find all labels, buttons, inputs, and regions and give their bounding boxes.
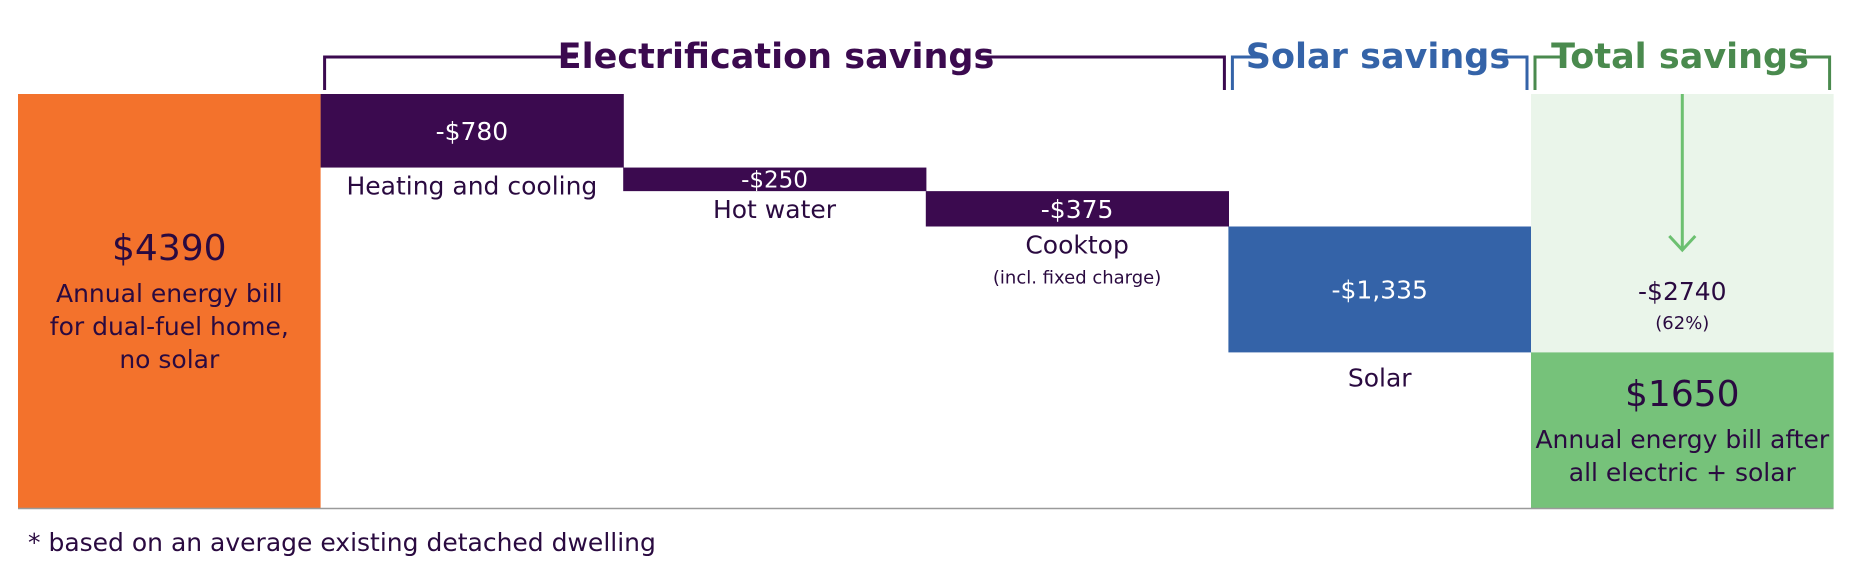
group-bracket <box>323 55 1226 90</box>
end-category-label: all electric + solar <box>1569 458 1797 487</box>
group-bracket <box>1230 55 1529 90</box>
bar-heating-and-cooling <box>320 94 624 168</box>
start-category-label: no solar <box>119 345 220 374</box>
group-title: Solar savings <box>1246 37 1510 77</box>
bar-value-label: -$250 <box>741 168 808 194</box>
total-savings-percent-label: (62%) <box>1655 313 1709 334</box>
bar-category-label: Solar <box>1348 363 1412 392</box>
bar-hot-water <box>623 167 927 192</box>
bar-end <box>1531 352 1834 508</box>
bar-category-label: Cooktop <box>1025 230 1129 259</box>
footnote: * based on an average existing detached … <box>28 528 656 557</box>
end-value-label: $1650 <box>1625 374 1740 415</box>
labels-layer: $4390 Annual energy bill for dual-fuel hom… <box>50 117 1830 487</box>
total-savings-value-label: -$2740 <box>1638 277 1727 306</box>
group-title: Total savings <box>1551 37 1809 77</box>
bar-note-label: (incl. fixed charge) <box>993 267 1161 288</box>
bar-category-label: Heating and cooling <box>346 172 597 201</box>
start-value-label: $4390 <box>112 228 227 269</box>
bar-start <box>18 94 321 508</box>
end-category-label: Annual energy bill after <box>1535 425 1829 454</box>
group-bracket <box>1533 55 1832 90</box>
bars-layer <box>18 94 1834 508</box>
group-headers: Electrification savings Solar savings Tota… <box>323 37 1832 90</box>
bar-value-label: -$375 <box>1041 195 1114 224</box>
bar-value-label: -$1,335 <box>1331 275 1428 304</box>
bar-value-label: -$780 <box>436 117 509 146</box>
bar-solar <box>1228 226 1532 353</box>
start-category-label: for dual-fuel home, <box>50 312 289 341</box>
start-category-label: Annual energy bill <box>56 279 283 308</box>
bar-cooktop <box>925 191 1229 227</box>
group-title: Electrification savings <box>558 37 995 77</box>
bar-category-label: Hot water <box>713 195 837 224</box>
total-savings-arrow-head <box>1668 234 1697 253</box>
